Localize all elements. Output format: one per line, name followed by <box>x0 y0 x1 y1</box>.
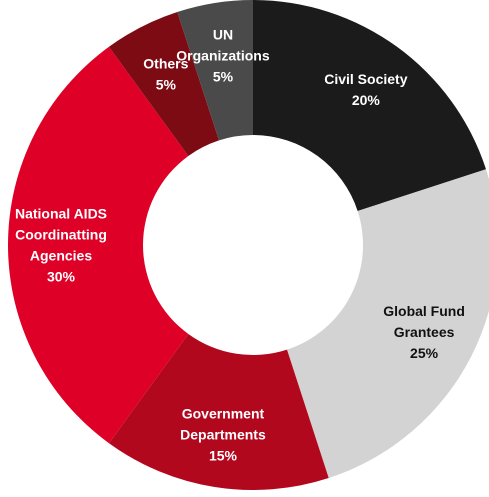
slice-global-fund-grantees <box>286 169 489 479</box>
slice-name-line: Departments <box>180 427 266 443</box>
slice-name-line: Global Fund <box>383 303 465 319</box>
slice-un-organizations <box>177 0 253 141</box>
slice-label-civil-society: Civil Society 20% <box>324 71 407 108</box>
slice-name-line: UN <box>213 26 233 42</box>
slice-value-label: 15% <box>209 448 238 464</box>
slice-label-others: Others 5% <box>143 55 188 92</box>
slice-name-line: Government <box>182 406 265 422</box>
slice-value-label: 30% <box>47 269 76 285</box>
slice-label-government-departments: Government Departments 15% <box>180 406 266 464</box>
slice-label-national-aids-coordinatting-agencies: National AIDS Coordinatting Agencies 30% <box>15 206 107 285</box>
slice-name-line: Agencies <box>30 248 92 264</box>
slice-name-line: Grantees <box>394 324 455 340</box>
labels-layer: Civil Society 20% Global Fund Grantees 25% Go… <box>15 26 465 463</box>
slice-value-label: 5% <box>156 76 177 92</box>
slice-value-label: 5% <box>213 68 234 84</box>
slice-label-global-fund-grantees: Global Fund Grantees 25% <box>383 303 465 361</box>
slice-name-line: Organizations <box>176 47 270 63</box>
slice-government-departments <box>108 333 329 490</box>
slice-name-line: Others <box>143 55 188 71</box>
slices-layer <box>7 0 489 490</box>
slice-value-label: 20% <box>352 92 381 108</box>
slice-name-line: Coordinatting <box>15 227 107 243</box>
slice-national-aids-coordinatting-agencies <box>7 46 189 444</box>
slice-label-un-organizations: UN Organizations 5% <box>176 26 270 84</box>
slice-name-line: National AIDS <box>15 206 107 222</box>
slice-value-label: 25% <box>410 345 439 361</box>
slice-name-line: Civil Society <box>324 71 407 87</box>
slice-others <box>108 11 220 157</box>
slice-civil-society <box>253 0 487 212</box>
